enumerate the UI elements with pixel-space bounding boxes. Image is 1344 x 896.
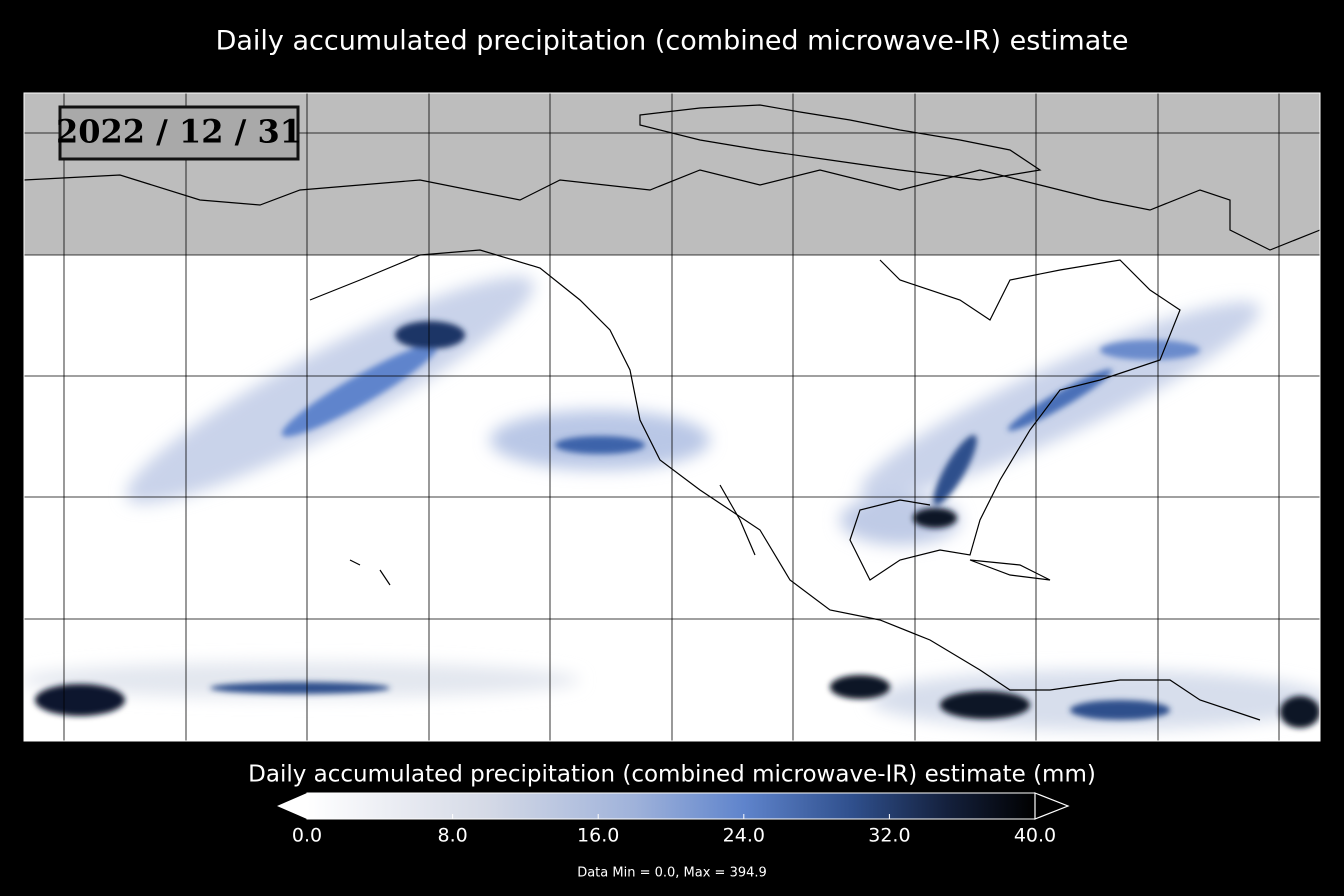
map <box>24 93 1320 741</box>
date-box <box>58 105 300 161</box>
colorbar-gradient <box>306 792 1036 820</box>
colorbar-tick-label: 8.0 <box>437 825 467 847</box>
colorbar-min-arrow <box>277 793 307 819</box>
colorbar-tick-label: 24.0 <box>723 825 765 847</box>
colorbar-title: Daily accumulated precipitation (combine… <box>248 762 1096 788</box>
coastlines <box>24 104 1320 721</box>
colorbar-max-arrow <box>1034 792 1070 820</box>
data-stats: Data Min = 0.0, Max = 394.9 <box>577 866 767 881</box>
colorbar-tick-label: 0.0 <box>292 825 322 847</box>
title: Daily accumulated precipitation (combine… <box>216 26 1129 57</box>
colorbar: 0.0 8.0 16.0 24.0 32.0 40.0 <box>277 792 1070 847</box>
colorbar-tick-label: 32.0 <box>868 825 910 847</box>
colorbar-tick-label: 16.0 <box>577 825 619 847</box>
colorbar-tick-label: 40.0 <box>1014 825 1056 847</box>
date-label: 2022 / 12 / 31 <box>56 113 302 151</box>
precip-heavy <box>35 321 1320 728</box>
map-frame <box>23 92 1321 742</box>
